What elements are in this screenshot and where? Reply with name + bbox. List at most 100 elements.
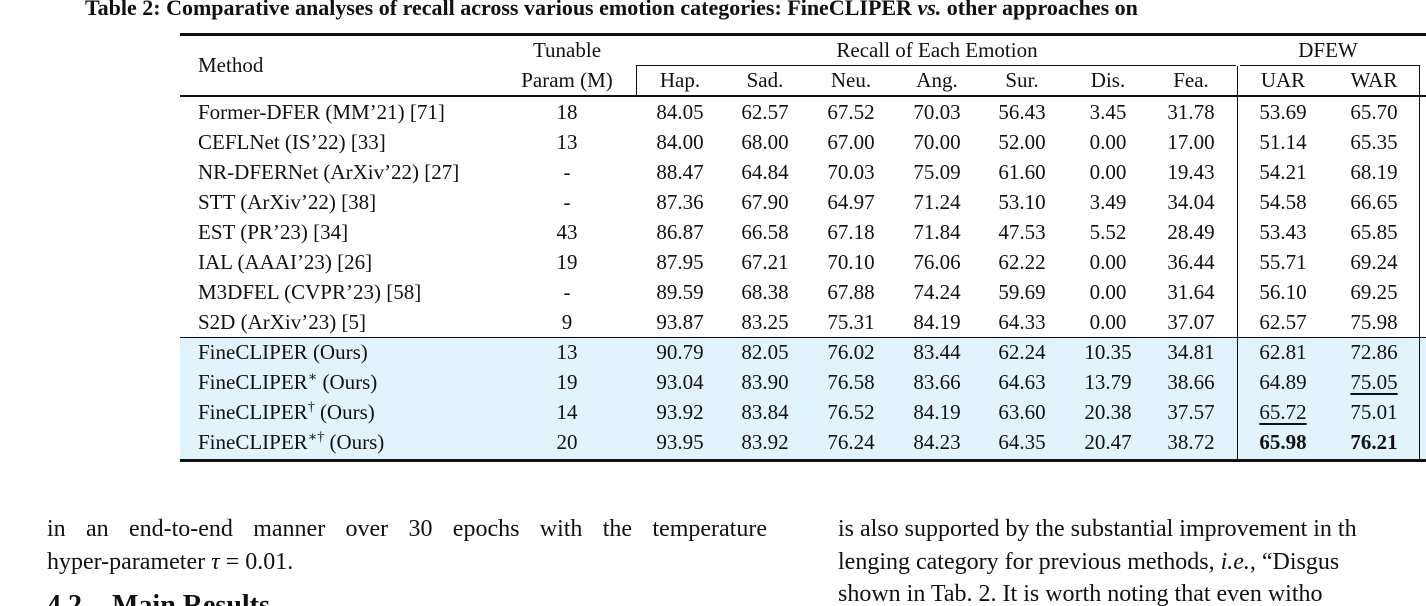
method-name: S2D (ArXiv’23) [5] (198, 310, 366, 334)
value-cell: 71.24 (913, 190, 961, 214)
column-header: Sur. (1005, 68, 1039, 92)
param-cell: 43 (556, 220, 578, 244)
paragraph-line: is also supported by the substantial imp… (838, 516, 1357, 542)
method-mark: ∗ (307, 370, 318, 385)
value-cell: 76.06 (913, 250, 961, 274)
value-cell: 20.38 (1084, 400, 1132, 424)
value-cell: 75.01 (1350, 400, 1398, 424)
column-header: Tunable (532, 38, 602, 62)
value-cell: 70.00 (913, 130, 961, 154)
top-rule (180, 33, 1426, 36)
method-cell: Former-DFER (MM’21) [71] (198, 100, 445, 124)
method-mark: ∗† (307, 430, 325, 445)
value-cell: 34.81 (1167, 340, 1215, 364)
value-cell: 87.36 (656, 190, 704, 214)
value-cell: 75.05 (1350, 370, 1398, 394)
value-cell: 90.79 (656, 340, 704, 364)
method-suffix: (Ours) (319, 400, 375, 424)
method-name: FineCLIPER (198, 370, 308, 394)
value-cell: 19.43 (1167, 160, 1215, 184)
method-name: FineCLIPER (198, 400, 308, 424)
value-cell: 13.79 (1084, 370, 1132, 394)
value-cell: 59.69 (998, 280, 1046, 304)
table-caption: Table 2: Comparative analyses of recall … (85, 0, 1138, 22)
value-cell: 53.43 (1259, 220, 1307, 244)
value-cell: 54.21 (1259, 160, 1307, 184)
value-cell: 62.24 (998, 340, 1046, 364)
section-title: Main Results (112, 590, 270, 606)
value-cell: 55.71 (1259, 250, 1307, 274)
value-cell: 93.95 (656, 430, 704, 454)
value-cell: 62.22 (998, 250, 1046, 274)
value-cell: 68.19 (1350, 160, 1398, 184)
column-rule (1237, 66, 1238, 460)
text: = 0.01. (219, 549, 294, 575)
value-cell: 75.09 (913, 160, 961, 184)
value-cell: 68.00 (741, 130, 789, 154)
method-name: NR-DFERNet (ArXiv’22) [27] (198, 160, 460, 184)
value-cell: 62.57 (741, 100, 789, 124)
column-rule (636, 66, 637, 96)
value-cell: 65.70 (1350, 100, 1398, 124)
value-cell: 0.00 (1089, 250, 1127, 274)
value-cell: 61.60 (998, 160, 1046, 184)
value-cell: 74.24 (913, 280, 961, 304)
column-header: Fea. (1173, 68, 1209, 92)
value-cell: 64.33 (998, 310, 1046, 334)
value-cell: 64.84 (741, 160, 789, 184)
value-cell: 65.85 (1350, 220, 1398, 244)
paragraph-line: lenging category for previous methods, i… (838, 548, 1339, 576)
param-cell: - (563, 280, 571, 304)
method-name: STT (ArXiv’22) [38] (198, 190, 377, 214)
method-name: IAL (AAAI’23) [26] (198, 250, 373, 274)
value-cell: 64.97 (827, 190, 875, 214)
value-cell: 38.66 (1167, 370, 1215, 394)
column-header: Ang. (916, 68, 958, 92)
value-cell: 34.04 (1167, 190, 1215, 214)
method-cell: FineCLIPER† (Ours) (198, 400, 375, 424)
group-header: Recall of Each Emotion (836, 38, 1038, 62)
value-cell: 31.64 (1167, 280, 1215, 304)
value-cell: 83.84 (741, 400, 789, 424)
value-cell: 69.24 (1350, 250, 1398, 274)
value-cell: 70.10 (827, 250, 875, 274)
method-cell: S2D (ArXiv’23) [5] (198, 310, 366, 334)
method-cell: NR-DFERNet (ArXiv’22) [27] (198, 160, 459, 184)
value-cell: 83.44 (913, 340, 961, 364)
value-cell: 87.95 (656, 250, 704, 274)
value-cell: 31.78 (1167, 100, 1215, 124)
value-cell: 0.00 (1089, 130, 1127, 154)
method-suffix: (Ours) (312, 340, 368, 364)
value-cell: 62.81 (1259, 340, 1307, 364)
value-cell: 64.63 (998, 370, 1046, 394)
value-cell: 54.58 (1259, 190, 1307, 214)
value-cell: 76.52 (827, 400, 875, 424)
value-cell: 67.88 (827, 280, 875, 304)
param-cell: 13 (556, 130, 578, 154)
method-name: Former-DFER (MM’21) [71] (198, 100, 445, 124)
highlight (180, 338, 1426, 460)
method-cell: EST (PR’23) [34] (198, 220, 348, 244)
param-cell: 13 (556, 340, 578, 364)
caption-text: other approaches on (941, 0, 1138, 20)
value-cell: 65.35 (1350, 130, 1398, 154)
value-cell: 83.25 (741, 310, 789, 334)
param-cell: 19 (556, 250, 578, 274)
group-header: DFEW (1298, 38, 1358, 62)
value-cell: 65.98 (1259, 430, 1307, 454)
value-cell: 67.18 (827, 220, 875, 244)
header-rule (180, 95, 1426, 97)
value-cell: 64.35 (998, 430, 1046, 454)
value-cell: 88.47 (656, 160, 704, 184)
paragraph-line: hyper-parameter τ = 0.01. (47, 548, 293, 576)
paragraph-line: shown in Tab. 2. It is worth noting that… (838, 581, 1323, 606)
value-cell: 0.00 (1089, 310, 1127, 334)
method-name: CEFLNet (IS’22) [33] (198, 130, 386, 154)
group-rule (1240, 65, 1420, 66)
column-header: Sad. (746, 68, 784, 92)
value-cell: 10.35 (1084, 340, 1132, 364)
column-header: Hap. (659, 68, 701, 92)
section-rule (180, 337, 1426, 338)
value-cell: 70.03 (913, 100, 961, 124)
param-cell: - (563, 160, 571, 184)
